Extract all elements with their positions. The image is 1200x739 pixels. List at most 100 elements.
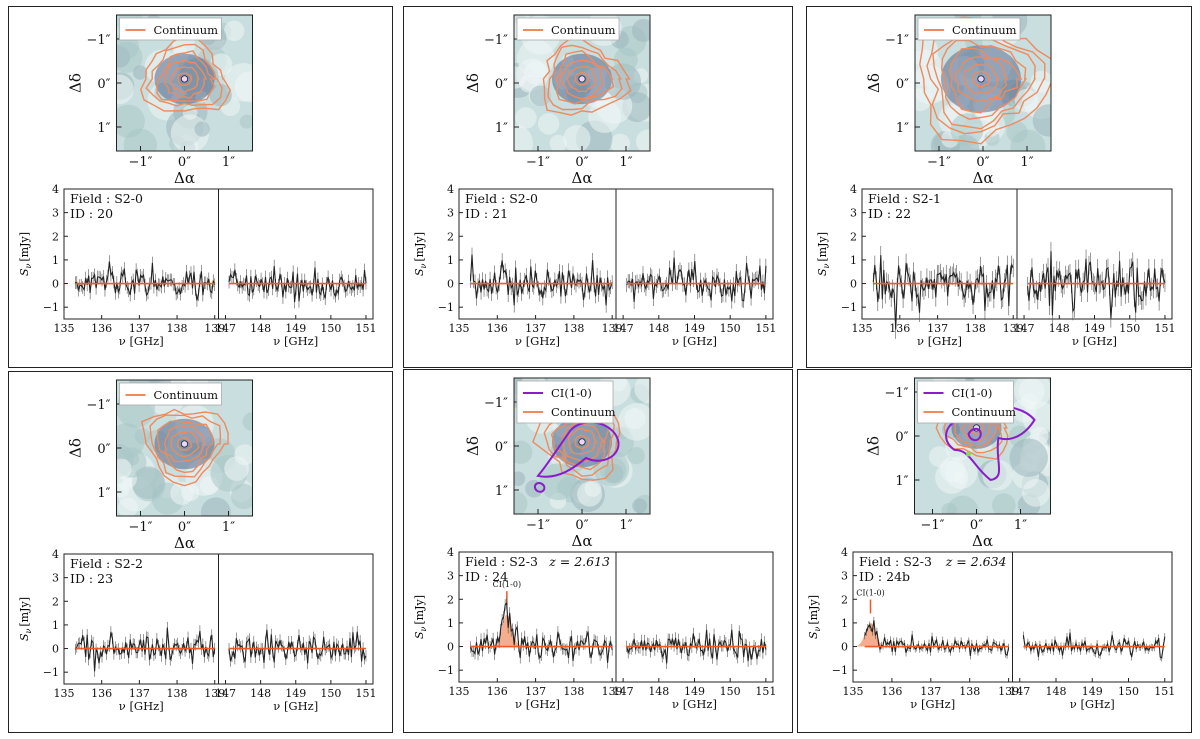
- y-label-s: S: [413, 268, 426, 276]
- continuum-contour: [919, 16, 1051, 145]
- noise-blob: [519, 74, 538, 93]
- spectrum-y-tick-label: 1: [52, 254, 59, 267]
- sky-x-tick-label: −1″: [526, 155, 550, 170]
- sky-y-tick-label: −1″: [484, 33, 508, 48]
- noise-blob: [941, 502, 958, 514]
- spectrum-x-tick-label: 150: [1118, 685, 1139, 698]
- continuum-contour: [163, 424, 206, 463]
- spectrum-x-tick-label: 136: [91, 322, 112, 335]
- spectrum-x-tick-label: 137: [129, 687, 150, 700]
- spectrum-y-tick-label: 3: [447, 570, 454, 583]
- panel-canvas: −1″ 1″ 0″ 0″ 1″ −1″ Δα Δδ Continuum −1 0 1 2 3 4 Sν[mJy…: [18, 14, 376, 348]
- spectrum-x-tick-label: 137: [525, 322, 546, 335]
- continuum-contour: [555, 50, 615, 105]
- noise-blob: [604, 63, 642, 100]
- spectrum-y-tick-label: 2: [841, 593, 848, 606]
- sky-y-tick-label: −1″: [484, 396, 508, 411]
- spectrum-x-tick-label: 148: [1046, 685, 1067, 698]
- spectrum-y-tick-label: 1: [447, 254, 454, 267]
- continuum-contour: [963, 63, 1000, 95]
- noise-blob: [627, 446, 645, 465]
- noise-blob: [525, 479, 543, 498]
- spectrum-y-tick-label: −1: [43, 301, 59, 314]
- noise-blob: [632, 498, 648, 514]
- spectrum-x-label: ν [GHz]: [273, 699, 318, 713]
- noise-blob: [182, 105, 198, 120]
- dec-axis-label: Δδ: [67, 438, 85, 458]
- legend-box: [917, 17, 1021, 41]
- redshift-label: z = 2.634: [945, 554, 1007, 569]
- spectrum-x-tick-label: 139: [602, 322, 623, 335]
- spectrum-x-tick-label: 137: [920, 685, 941, 698]
- spectrum-y-tick-label: 3: [447, 207, 454, 220]
- field-label: Field : S2-3: [859, 554, 932, 569]
- spectrum-x-tick-label: 138: [167, 322, 188, 335]
- continuum-contour: [177, 72, 193, 87]
- redshift-label: z = 2.613: [548, 554, 610, 569]
- spectrum-y-tick-label: 4: [447, 183, 454, 196]
- spectrum-y-tick-label: 0: [52, 278, 59, 291]
- sky-y-tick-label: 1″: [495, 484, 508, 499]
- continuum-contour: [156, 49, 216, 102]
- spectrum-x-tick-label: 148: [250, 687, 271, 700]
- sky-x-tick-label: 0″: [178, 520, 191, 535]
- noise-blob: [588, 100, 622, 134]
- spectrum-x-tick-label: 139: [204, 687, 225, 700]
- spectrum-y-label: Sν[mJy]: [413, 595, 428, 639]
- y-label-sub: ν: [813, 626, 822, 631]
- spectrum-x-tick-label: 150: [320, 687, 341, 700]
- field-label: Field : S2-0: [465, 191, 538, 206]
- sky-y-tick-label: 0″: [495, 77, 508, 92]
- spectrum-y-tick-label: 4: [52, 548, 59, 561]
- ci-peak-marker: [966, 451, 971, 457]
- y-label-sub: ν: [419, 626, 428, 631]
- spectrum-x-tick-label: 150: [720, 322, 741, 335]
- sky-y-tick-label: 1″: [896, 121, 909, 136]
- line-fit-fill: [856, 623, 885, 647]
- spectrum-y-label: Sν[mJy]: [816, 232, 831, 276]
- noise-blob: [1009, 438, 1048, 477]
- source-peak: [578, 438, 586, 446]
- sky-x-tick-label: 0″: [575, 155, 588, 170]
- noise-blob: [200, 497, 231, 516]
- y-label-sub: ν: [419, 263, 428, 268]
- noise-blob: [563, 125, 591, 151]
- noise-blob: [613, 47, 638, 72]
- spectrum-y-tick-label: −1: [43, 666, 59, 679]
- spectrum-y-tick-label: 3: [52, 572, 59, 585]
- continuum-contour: [164, 59, 208, 99]
- legend-box: [119, 17, 222, 41]
- spectrum-x-tick-label: 147: [1014, 322, 1035, 335]
- spectrum-y-tick-label: −1: [841, 301, 857, 314]
- noise-blob: [992, 493, 1016, 514]
- sky-x-tick-label: −1″: [526, 518, 550, 533]
- noise-blob: [224, 456, 249, 481]
- spectrum-x-tick-label: 136: [487, 685, 508, 698]
- id-label: ID : 23: [70, 571, 113, 586]
- noise-blob: [194, 121, 210, 137]
- id-label: ID : 22: [868, 206, 911, 221]
- continuum-contour: [574, 434, 590, 450]
- sky-y-tick-label: −1″: [86, 398, 110, 413]
- sky-x-tick-label: 1″: [1020, 155, 1033, 170]
- ra-axis-label: Δα: [973, 169, 994, 187]
- legend-continuum-label: Continuum: [154, 388, 219, 402]
- spectrum-y-tick-label: 2: [850, 230, 857, 243]
- spectrum-y-tick-label: 0: [447, 641, 454, 654]
- noise-blob: [1032, 104, 1051, 137]
- legend-continuum-label: Continuum: [551, 23, 616, 37]
- sky-y-tick-label: −1″: [86, 33, 110, 48]
- y-label-unit: [mJy]: [807, 595, 820, 625]
- sky-y-tick-label: 0″: [895, 430, 908, 445]
- ci-contour: [967, 427, 982, 442]
- y-label-s: S: [807, 631, 820, 639]
- spectrum-x-tick-label: 135: [843, 685, 864, 698]
- source-peak: [977, 75, 985, 83]
- spectrum-x-tick-label: 147: [1009, 685, 1030, 698]
- y-label-sub: ν: [24, 628, 33, 633]
- y-label-s: S: [816, 268, 829, 276]
- spectrum-x-tick-label: 147: [613, 685, 634, 698]
- y-label-s: S: [18, 633, 31, 641]
- spectrum-x-tick-label: 138: [563, 685, 584, 698]
- spectrum-y-tick-label: −1: [832, 664, 848, 677]
